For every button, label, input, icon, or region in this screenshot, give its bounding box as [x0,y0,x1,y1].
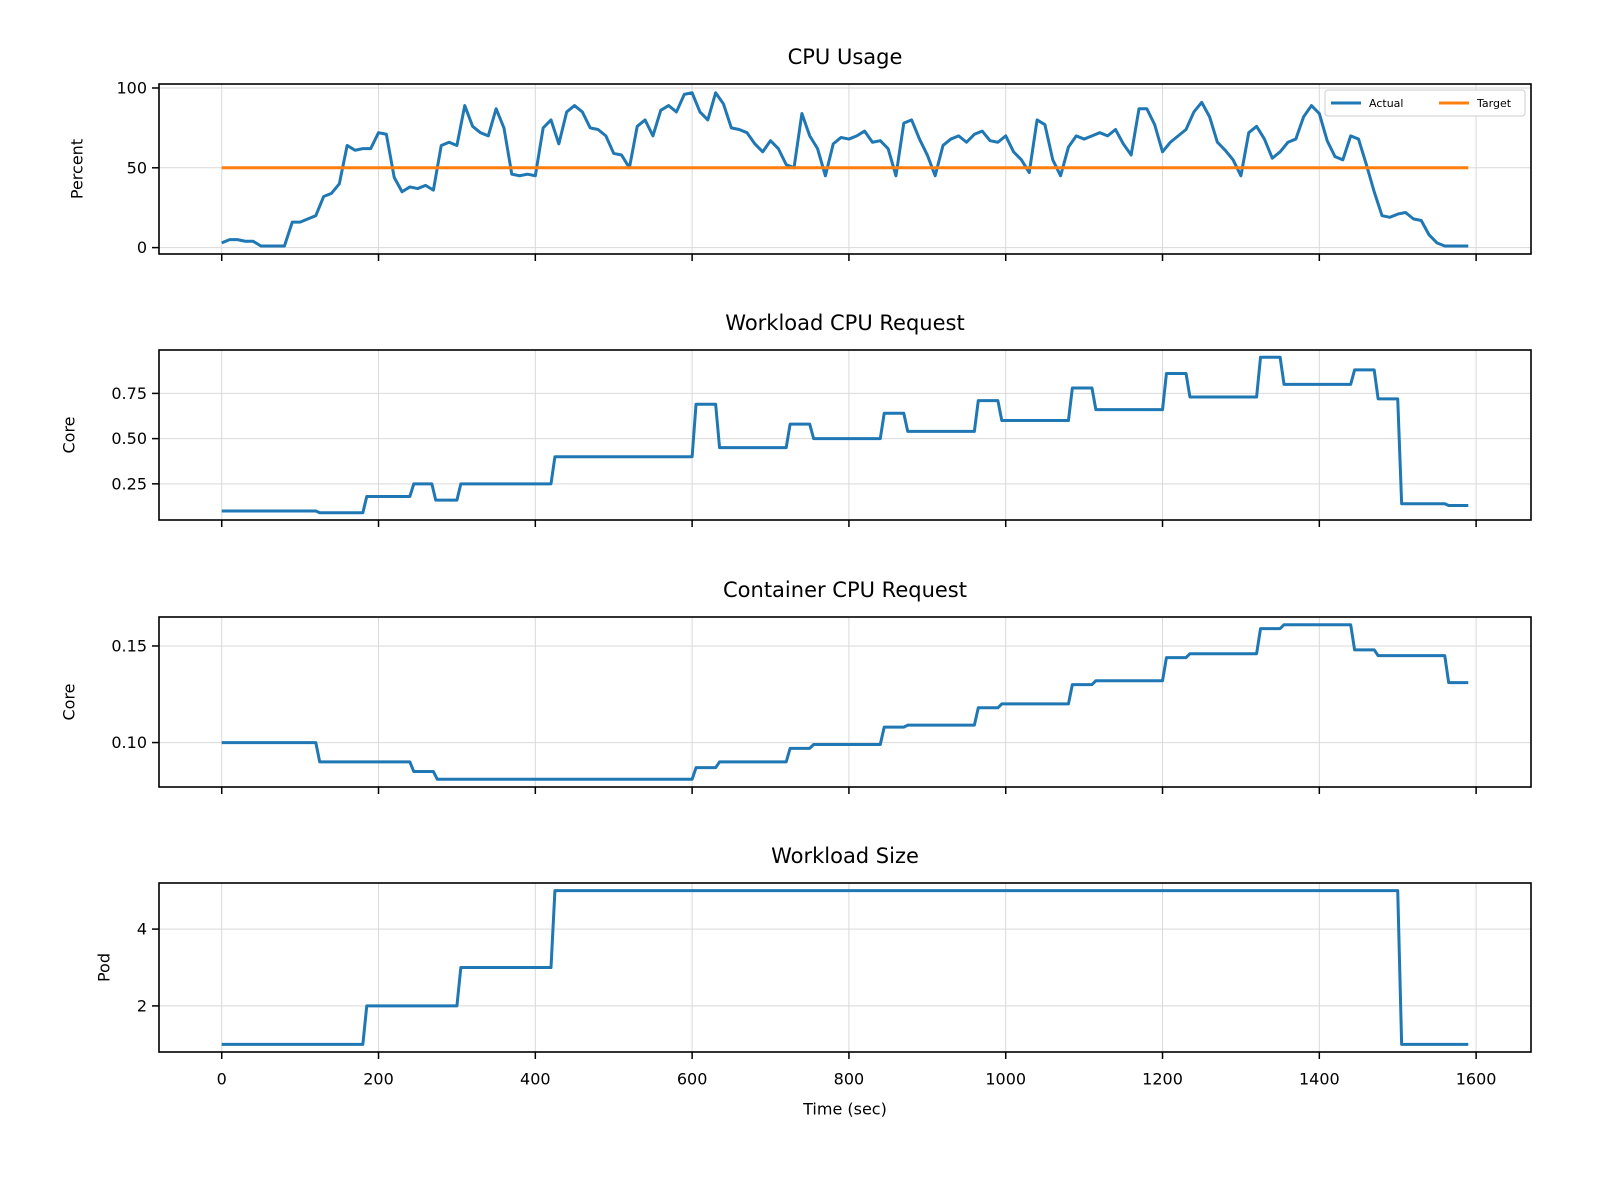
legend-label: Actual [1369,97,1403,110]
y-tick-label: 100 [116,78,147,97]
x-axis-label: Time (sec) [802,1100,887,1119]
x-tick-label: 800 [834,1070,865,1089]
chart-title: Workload CPU Request [725,311,964,335]
x-tick-label: 400 [520,1070,551,1089]
x-tick-label: 600 [677,1070,708,1089]
axes-frame [158,616,1532,788]
x-tick-label: 1000 [985,1070,1026,1089]
x-tick-label: 1200 [1142,1070,1183,1089]
y-tick-label: 0 [137,238,147,257]
legend: Actual Target [1324,89,1526,117]
y-axis-label: Core [60,683,79,720]
chart-title: Workload Size [771,844,919,868]
x-tick-label: 200 [363,1070,394,1089]
y-tick-label: 50 [127,158,147,177]
y-tick-label: 0.75 [111,384,147,403]
data-line [221,889,1469,1046]
legend-label: Target [1476,97,1512,110]
legend-box [1324,89,1526,117]
axes-frame [158,83,1532,255]
data-line [221,91,1469,248]
x-tick-label: 0 [217,1070,227,1089]
chart-title: Container CPU Request [723,578,967,602]
y-axis-label: Percent [68,139,87,199]
x-tick-label: 1400 [1299,1070,1340,1089]
y-tick-label: 2 [137,996,147,1015]
y-axis-label: Core [60,416,79,453]
data-line [221,623,1469,781]
y-tick-label: 0.50 [111,429,147,448]
y-axis-label: Pod [95,953,114,982]
y-tick-label: 4 [137,920,147,939]
data-line [221,355,1469,515]
y-tick-label: 0.25 [111,474,147,493]
chart-title: CPU Usage [788,45,903,69]
y-tick-label: 0.15 [111,636,147,655]
axes-frame [158,349,1532,521]
axes-frame [158,882,1532,1053]
x-tick-label: 1600 [1456,1070,1497,1089]
y-tick-label: 0.10 [111,733,147,752]
